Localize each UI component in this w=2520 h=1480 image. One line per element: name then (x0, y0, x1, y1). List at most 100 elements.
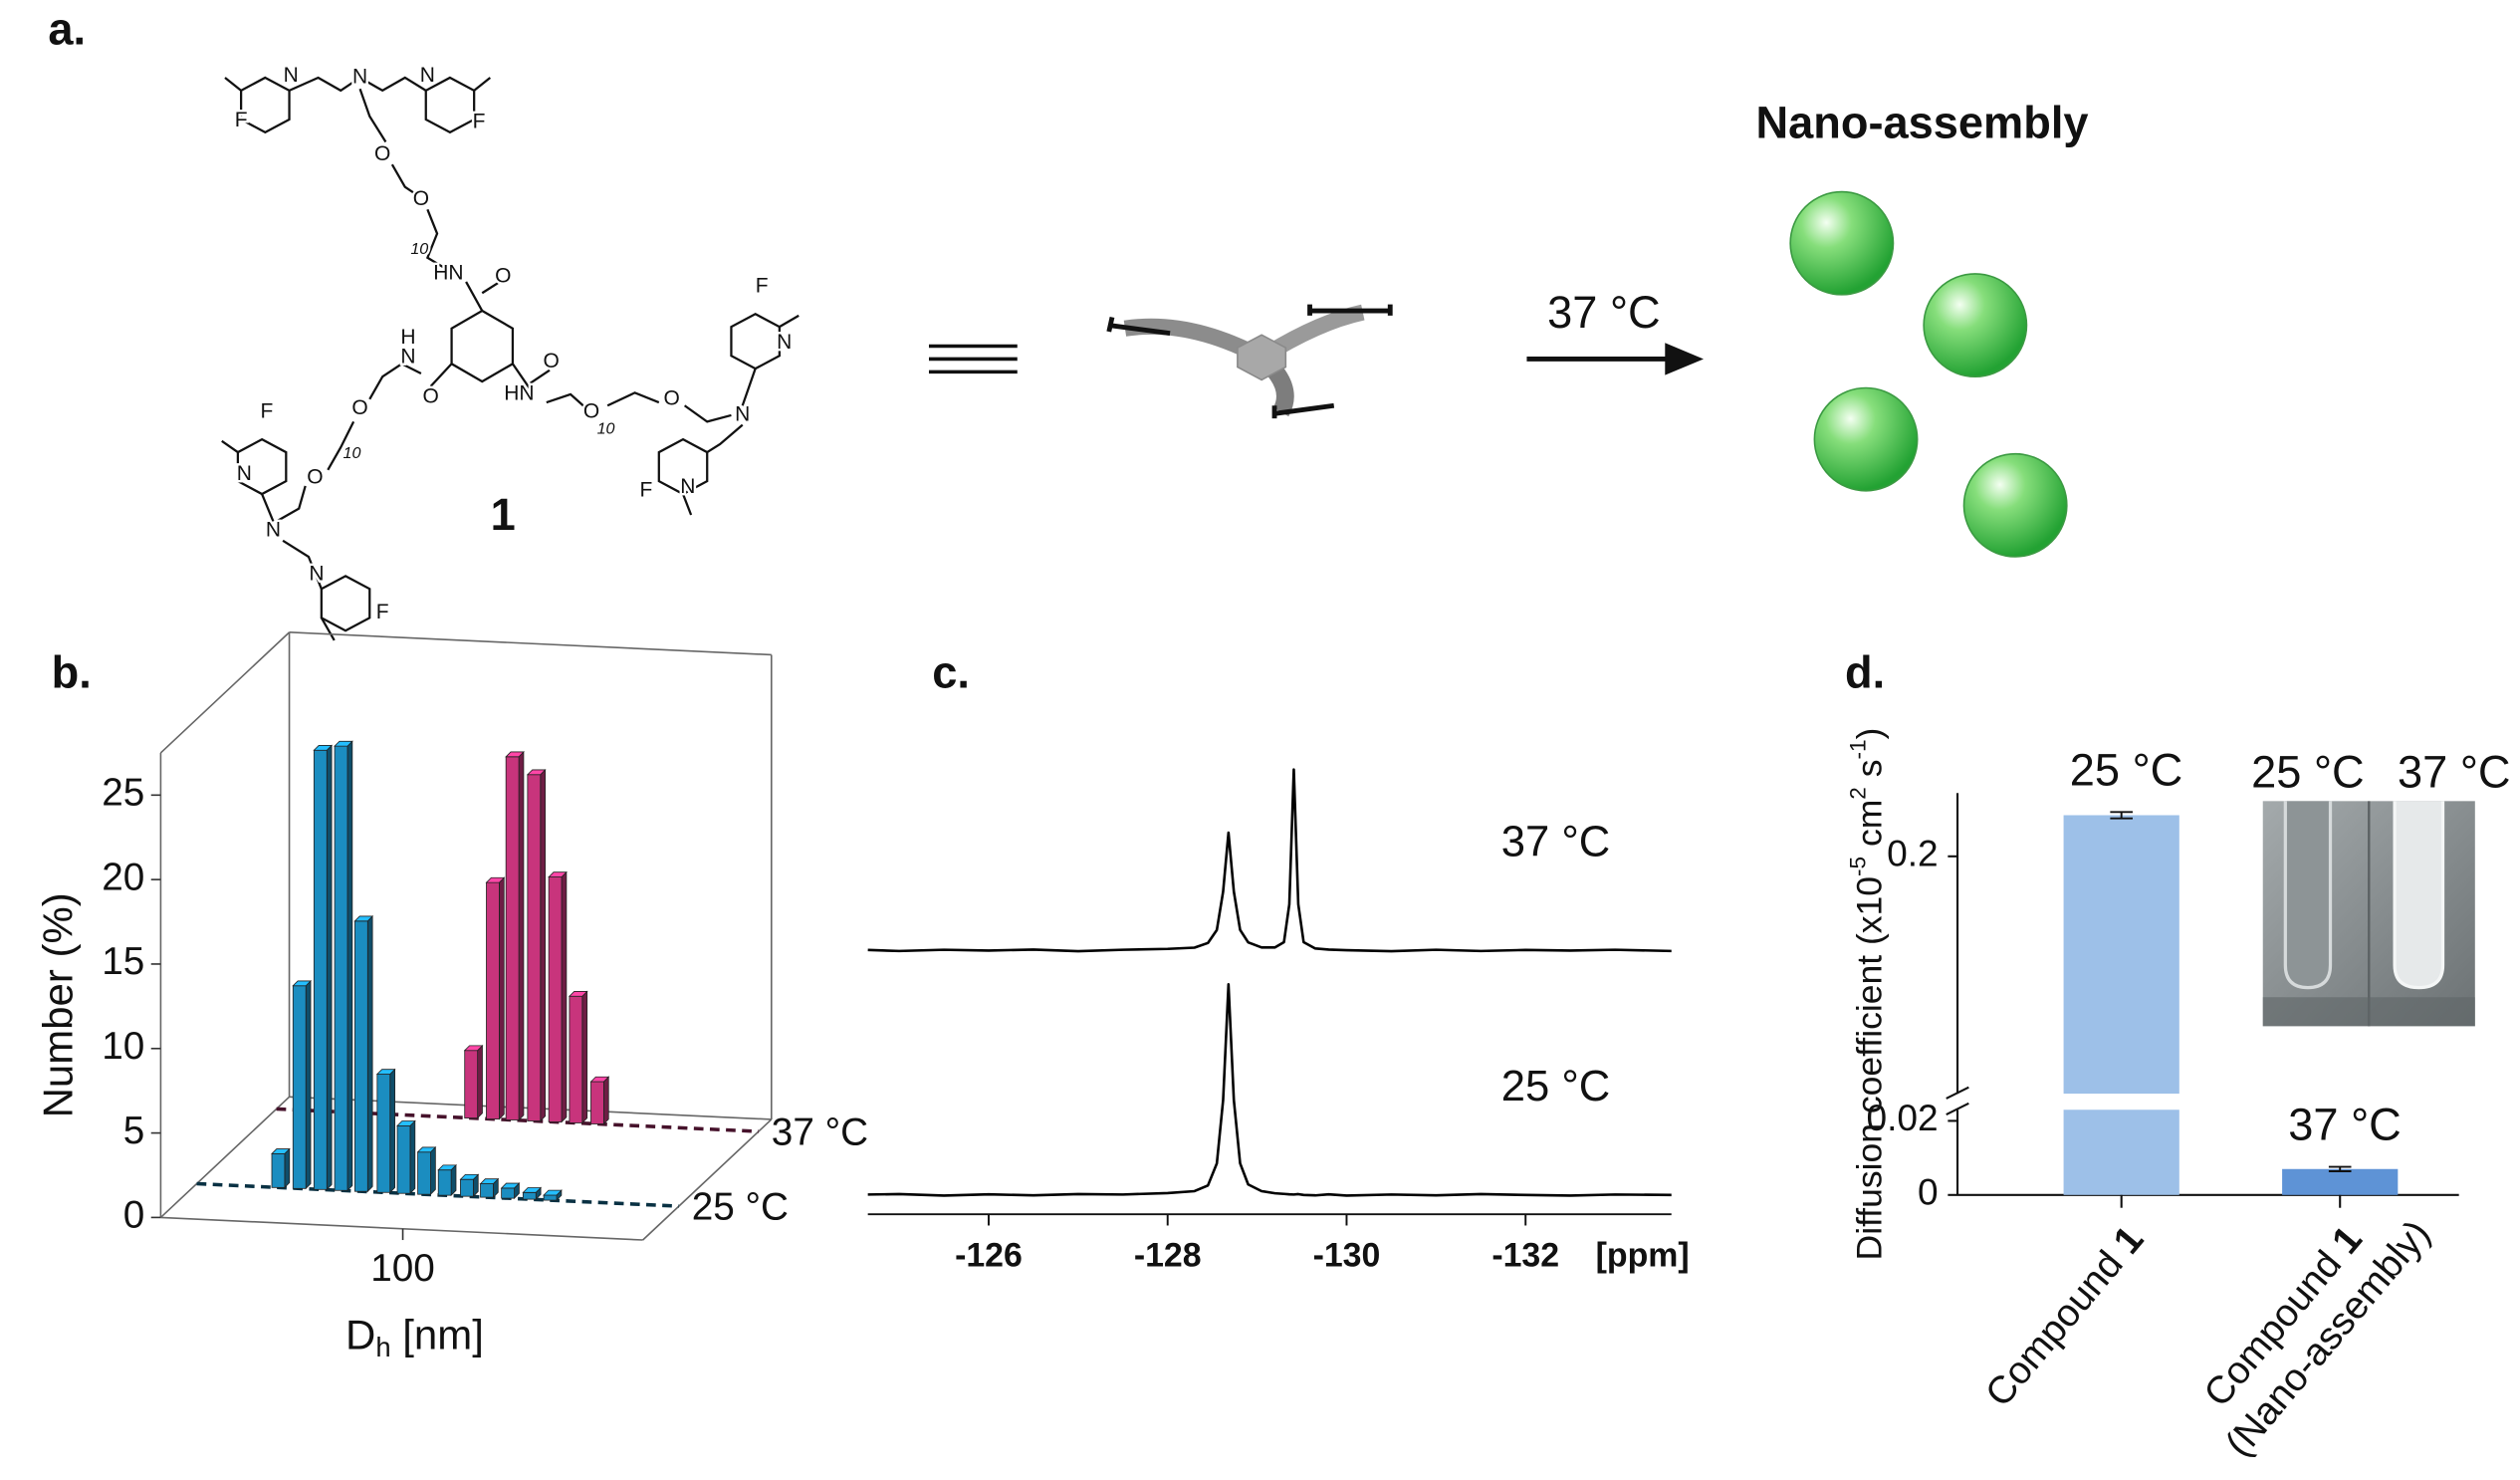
y-axis-label-part: -5 (1846, 857, 1871, 876)
y-tick-label: 0 (1918, 1171, 1939, 1213)
photo (2262, 801, 2475, 1027)
axis-break (1946, 1102, 1969, 1116)
bar-top (485, 876, 506, 883)
y-tick-label: 10 (102, 1025, 144, 1068)
x-axis-label-part: D (345, 1312, 375, 1358)
bar (486, 881, 500, 1119)
atom-label: O (374, 142, 390, 165)
y-axis-label-part: s (1850, 760, 1890, 788)
panel-label: d. (1845, 646, 1885, 697)
x-tick-label: -132 (1491, 1237, 1559, 1275)
atom-label: O (413, 187, 429, 210)
x-tick-label: 100 (370, 1247, 435, 1290)
axis-frame (289, 631, 772, 656)
atom-label: O (664, 386, 680, 409)
bar-top (313, 745, 334, 751)
bar-side (305, 979, 312, 1190)
x-axis-label: [ppm] (1596, 1237, 1690, 1275)
y-tick-label: 0.02 (1866, 1097, 1938, 1138)
bar-side (581, 990, 588, 1124)
atom-label: N (352, 66, 367, 89)
bar (353, 920, 368, 1192)
atom-label: HN (433, 261, 463, 284)
panel-label: a. (48, 4, 86, 55)
y-tick-label: 5 (123, 1110, 145, 1152)
bar-side (366, 914, 373, 1193)
bar-side (346, 740, 353, 1192)
spectrum (867, 983, 1672, 1197)
spectrum (867, 768, 1672, 953)
bar-top (292, 980, 313, 987)
atom-label: O (544, 350, 560, 372)
row-baseline (196, 1181, 679, 1208)
bar (437, 1169, 452, 1196)
atom-label: 10 (410, 240, 428, 258)
tripod-cartoon (1106, 304, 1393, 419)
atom-label: O (307, 465, 323, 488)
atom-label: N (266, 519, 281, 542)
atom-label: N (680, 475, 695, 498)
bar-side (602, 1076, 609, 1125)
panel-label: c. (932, 646, 970, 697)
bar (590, 1081, 604, 1124)
bar-top (589, 1076, 610, 1083)
atom-label: N (735, 402, 750, 425)
bar (376, 1074, 391, 1193)
error-bar (2328, 1165, 2352, 1172)
bar (548, 876, 563, 1122)
bar-top (271, 1148, 291, 1154)
product-label: Nano-assembly (1756, 97, 2089, 147)
bar-top (334, 740, 353, 747)
x-axis-label-part: [nm] (391, 1312, 484, 1358)
y-axis-label-part: Diffusion coefficient (x10 (1850, 876, 1890, 1260)
atom-label: O (583, 399, 599, 422)
atom-label: H (400, 326, 415, 349)
y-axis-label: Diffusion coefficient (x10-5 cm2 s-1) (1846, 728, 1890, 1261)
bar (417, 1151, 431, 1195)
bar (2282, 1168, 2399, 1195)
bar-top (437, 1164, 457, 1171)
bar (2063, 815, 2179, 1095)
bar-top (416, 1146, 437, 1153)
bar (480, 1183, 494, 1198)
bar-top (522, 1187, 543, 1193)
atom-label: N (237, 462, 252, 485)
atom-label: N (284, 64, 299, 87)
y-axis-label-part: ) (1850, 728, 1890, 740)
atom-label: F (756, 274, 769, 297)
atom-label: F (473, 111, 486, 133)
x-tick-label: -128 (1134, 1237, 1202, 1275)
axis-frame (642, 1118, 773, 1241)
atom-label: F (639, 478, 652, 501)
x-tick-label: -130 (1313, 1237, 1381, 1275)
error-bar (2110, 811, 2133, 820)
y-axis-label: Number (%) (34, 892, 81, 1117)
atom-label: O (422, 385, 438, 408)
atom-label: N (420, 64, 435, 87)
bar-side (326, 744, 333, 1191)
axis-break (1946, 1086, 1969, 1100)
bar-side (499, 876, 505, 1120)
y-tick-label: 0 (123, 1194, 145, 1237)
bar-annotation: 37 °C (2288, 1100, 2402, 1150)
bar-top (526, 769, 547, 776)
bar-top (505, 751, 525, 758)
nano-spheres (1789, 190, 2068, 558)
bar-top (459, 1173, 480, 1180)
bar (271, 1152, 286, 1188)
x-tick-label: Compound 1 (1977, 1218, 2152, 1414)
y-tick-label: 20 (102, 856, 144, 898)
bar-top (463, 1045, 484, 1052)
bar-side (430, 1145, 436, 1196)
bar (505, 756, 520, 1120)
atom-label: F (235, 109, 248, 131)
bar-top (543, 1189, 563, 1196)
atom-label: HN (504, 382, 534, 405)
atom-label: O (495, 265, 511, 288)
bar (334, 745, 348, 1191)
atom-label: 10 (597, 420, 615, 438)
atom-label: N (400, 345, 415, 368)
molecule-skeleton (221, 76, 800, 641)
bar-top (568, 991, 588, 997)
